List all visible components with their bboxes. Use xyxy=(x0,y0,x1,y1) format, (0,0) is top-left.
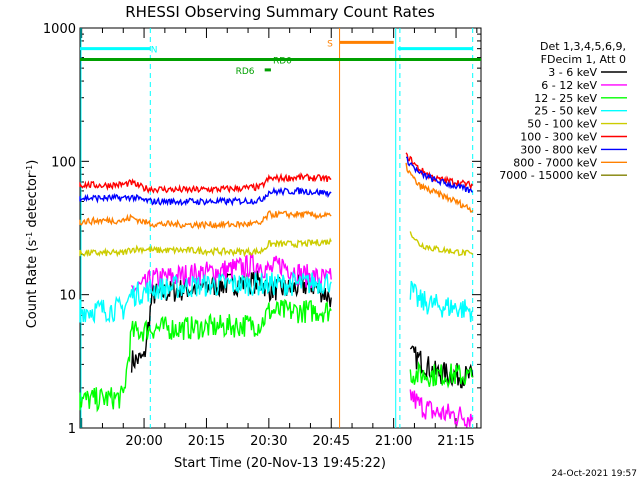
state-bar-label: RD0 xyxy=(273,57,292,67)
plot-frame xyxy=(79,27,482,429)
legend: Det 1,3,4,5,6,9,FDecim 1, Att 03 - 6 keV… xyxy=(499,40,627,182)
state-bar-label: N xyxy=(151,46,158,56)
series-line xyxy=(405,162,474,213)
legend-entry-label: 800 - 7000 keV xyxy=(513,156,597,169)
x-tick-label: 20:45 xyxy=(313,434,350,449)
x-tick-label: 21:15 xyxy=(437,434,474,449)
legend-title-line: FDecim 1, Att 0 xyxy=(541,53,626,66)
series-line xyxy=(79,271,332,324)
chart-title: RHESSI Observing Summary Count Rates xyxy=(125,3,435,21)
y-tick-label: 1000 xyxy=(43,22,76,37)
series-line xyxy=(409,280,474,323)
legend-entry-label: 3 - 6 keV xyxy=(548,66,597,79)
legend-entry-label: 100 - 300 keV xyxy=(520,131,597,144)
series-line xyxy=(79,237,332,258)
x-tick-label: 21:00 xyxy=(375,434,412,449)
legend-title-line: Det 1,3,4,5,6,9, xyxy=(540,40,626,53)
legend-entry-label: 12 - 25 keV xyxy=(534,92,597,105)
x-tick-label: 20:15 xyxy=(188,434,225,449)
x-axis-label: Start Time (20-Nov-13 19:45:22) xyxy=(174,456,386,471)
state-bar-label: RD6 xyxy=(236,67,255,77)
x-tick-label: 20:30 xyxy=(250,434,287,449)
y-axis-label: Count Rate (s-1 detector-1) xyxy=(25,160,41,329)
state-bar-label: S xyxy=(327,39,333,49)
series-line xyxy=(130,253,332,295)
series-line xyxy=(409,361,474,389)
series-line xyxy=(79,209,332,230)
series-line xyxy=(79,298,332,413)
x-tick-label: 20:00 xyxy=(125,434,162,449)
plot-area: 1 10 100 1000 20:00 20:15 20:30 20:45 21:00 21:15… xyxy=(43,22,482,449)
y-tick-label: 10 xyxy=(59,289,76,304)
y-tick-label: 1 xyxy=(68,422,76,437)
legend-entry-label: 25 - 50 keV xyxy=(534,105,597,118)
series-line xyxy=(79,186,332,207)
series-line xyxy=(409,389,474,428)
footer-date: 24-Oct-2021 19:57 xyxy=(552,469,637,479)
legend-entry-label: 300 - 800 keV xyxy=(520,143,597,156)
series-line xyxy=(409,231,474,257)
series-line xyxy=(79,171,332,195)
legend-entry-label: 6 - 12 keV xyxy=(541,79,597,92)
y-tick-label: 100 xyxy=(51,155,76,170)
legend-entry-label: 50 - 100 keV xyxy=(527,118,597,131)
series-line xyxy=(405,152,474,191)
legend-entry-label: 7000 - 15000 keV xyxy=(499,169,597,182)
series-line xyxy=(406,156,473,194)
